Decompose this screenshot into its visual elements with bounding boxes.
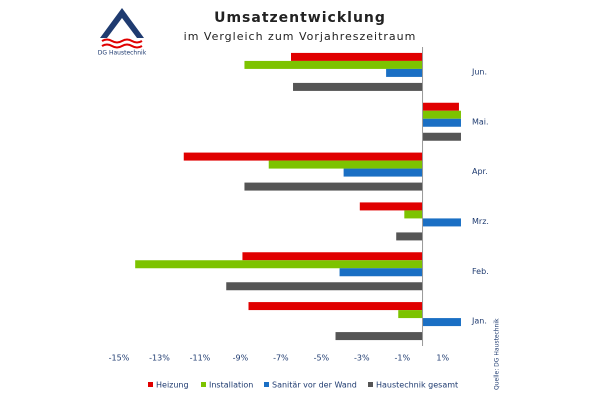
bar (291, 52, 423, 61)
bar (386, 68, 423, 77)
legend-swatch (368, 382, 373, 387)
legend-swatch (148, 382, 153, 387)
bar (335, 332, 423, 341)
bar (404, 210, 423, 219)
x-tick-label: -3% (354, 354, 370, 363)
x-tick-label: -13% (149, 354, 170, 363)
bar (244, 182, 423, 191)
logo-wave (101, 38, 143, 44)
logo: DG Haustechnik (98, 8, 147, 57)
y-tick-label: Jun. (471, 67, 487, 76)
x-tick-label: -11% (190, 354, 211, 363)
bar (242, 252, 423, 261)
bar (226, 282, 423, 291)
bar (396, 232, 423, 241)
legend-label: Sanitär vor der Wand (272, 381, 357, 390)
y-tick-label: Feb. (472, 267, 489, 276)
bar (135, 260, 423, 269)
bar (422, 118, 461, 127)
bar (343, 168, 423, 177)
bar (339, 268, 423, 277)
logo-text: DG Haustechnik (98, 50, 147, 57)
x-tick-label: 1% (436, 354, 449, 363)
legend-label: Installation (209, 381, 253, 390)
bar (422, 218, 461, 227)
bar (398, 310, 423, 319)
bar (359, 202, 423, 211)
legend-label: Heizung (156, 381, 189, 390)
source: Quelle: DG Haustechnik (494, 318, 501, 390)
bar (293, 82, 423, 91)
x-tick-label: -15% (109, 354, 130, 363)
x-tick-label: -1% (395, 354, 411, 363)
y-tick-label: Jan. (471, 317, 487, 326)
x-tick-label: -5% (314, 354, 330, 363)
legend-swatch (201, 382, 206, 387)
chart-title: Umsatzentwicklung (214, 10, 386, 26)
logo-wave (101, 43, 143, 49)
y-tick-label: Apr. (472, 167, 488, 176)
bar (422, 132, 461, 141)
logo-roof (100, 8, 144, 38)
y-tick-label: Mrz. (472, 217, 489, 226)
chart-subtitle: im Vergleich zum Vorjahreszeitraum (184, 30, 417, 43)
x-tick-label: -7% (273, 354, 289, 363)
y-tick-label: Mai. (472, 117, 489, 126)
x-tick-label: -9% (233, 354, 249, 363)
bar (244, 60, 423, 69)
legend-swatch (264, 382, 269, 387)
bar (422, 318, 461, 327)
bar (183, 152, 423, 161)
bar (422, 110, 461, 119)
bar (268, 160, 423, 169)
bar (248, 302, 423, 311)
legend-label: Haustechnik gesamt (376, 381, 458, 390)
bar (422, 102, 459, 111)
